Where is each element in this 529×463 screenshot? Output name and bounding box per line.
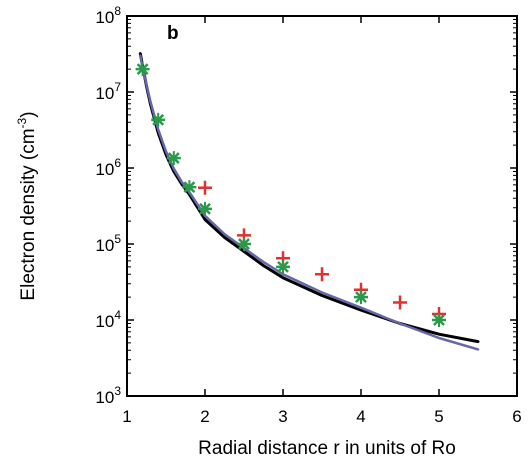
- y-tick-label: 104: [95, 308, 121, 331]
- green-asterisk-point: [198, 201, 212, 216]
- x-tick-label: 6: [512, 407, 521, 426]
- green-asterisk-point: [135, 62, 150, 77]
- y-tick-label: 105: [95, 232, 121, 255]
- panel-label: b: [167, 23, 179, 44]
- x-tick-label: 5: [434, 407, 443, 426]
- x-tick-label: 3: [278, 407, 287, 426]
- red-plus-point: [315, 267, 329, 282]
- green-asterisk-point: [276, 259, 290, 274]
- red-plus-point: [198, 180, 212, 195]
- green-asterisk-point: [166, 151, 181, 166]
- x-tick-label: 2: [200, 407, 209, 426]
- x-axis-title: Radial distance r in units of Ro: [198, 438, 456, 459]
- y-tick-label: 107: [95, 80, 121, 103]
- model-curve-black: [138, 52, 480, 344]
- y-axis-title-main: Electron density (cm: [18, 128, 39, 300]
- green-asterisk-point: [432, 313, 446, 327]
- plot-frame: [126, 15, 518, 397]
- green-asterisk-point: [354, 290, 368, 305]
- y-tick-label: 108: [95, 4, 121, 27]
- green-asterisk-point: [182, 180, 197, 195]
- red-plus-point: [393, 295, 407, 310]
- green-asterisk-point: [151, 112, 166, 127]
- data-marks: [135, 52, 480, 351]
- y-axis-title: Electron density (cm-3): [15, 111, 39, 300]
- y-axis-title-suffix: ): [18, 111, 39, 117]
- x-tick-label: 4: [356, 407, 365, 426]
- axis-ticks: 1 2 3 4 5 6 103 104 105 106 107 108: [95, 4, 521, 426]
- y-tick-label: 103: [95, 384, 121, 407]
- green-asterisk-point: [237, 237, 251, 251]
- model-curve-blue: [139, 54, 480, 351]
- plot-area: [126, 15, 518, 397]
- y-axis-title-exponent: -3: [15, 117, 29, 128]
- y-tick-label: 106: [95, 156, 121, 179]
- x-tick-label: 1: [122, 407, 131, 426]
